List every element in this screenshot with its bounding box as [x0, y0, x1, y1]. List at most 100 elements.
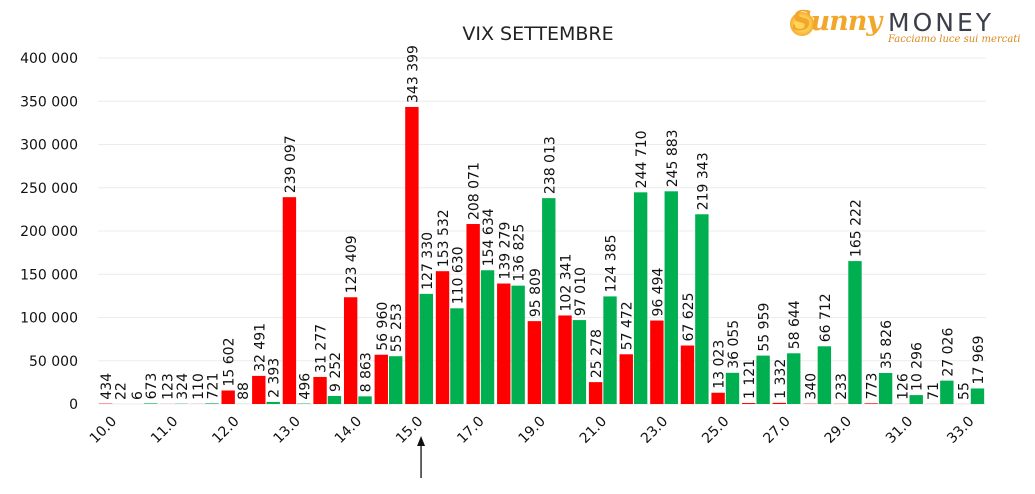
data-label: 434 — [99, 373, 115, 400]
data-label: 208 071 — [467, 162, 483, 220]
data-label: 245 883 — [665, 129, 681, 187]
data-label: 58 644 — [787, 300, 803, 349]
put-bar — [558, 315, 572, 404]
data-label: 153 532 — [436, 209, 452, 267]
put-bar — [221, 390, 235, 404]
call-bar — [419, 293, 433, 404]
logo-brand-script: Sunny — [792, 6, 882, 37]
x-tick-label: 14.0 — [332, 414, 365, 447]
data-label: 2 393 — [267, 358, 283, 398]
y-tick-label: 200 000 — [20, 224, 78, 240]
data-label: 95 809 — [528, 268, 544, 317]
chart-title: VIX SETTEMBRE — [462, 23, 613, 45]
data-label: 32 491 — [252, 323, 268, 372]
x-tick-label: 21.0 — [577, 414, 610, 447]
x-tick-label: 31.0 — [883, 414, 916, 447]
data-label: 721 — [205, 373, 221, 400]
data-label: 123 — [160, 373, 176, 400]
call-bar — [664, 191, 678, 404]
put-bar — [313, 376, 327, 404]
data-label: 154 634 — [481, 208, 497, 266]
call-bar — [358, 396, 372, 404]
y-tick-label: 50 000 — [29, 354, 78, 370]
put-bar — [405, 106, 419, 404]
data-label: 773 — [865, 373, 881, 400]
data-label: 71 — [926, 382, 942, 400]
y-tick-label: 300 000 — [20, 138, 78, 154]
data-label: 10 296 — [910, 342, 926, 391]
x-tick-label: 17.0 — [454, 414, 487, 447]
call-bar — [144, 403, 158, 404]
data-label: 123 409 — [344, 235, 360, 293]
current-level-arrow — [417, 436, 426, 478]
put-bar — [282, 197, 297, 404]
call-bar — [817, 346, 832, 404]
put-bar — [742, 403, 756, 404]
put-bar — [374, 354, 388, 404]
data-label: 124 385 — [604, 235, 620, 293]
call-bar — [787, 353, 801, 404]
data-label: 127 330 — [420, 232, 436, 290]
data-label: 324 — [175, 373, 191, 400]
data-label: 55 959 — [757, 303, 773, 352]
bars — [99, 106, 985, 404]
data-label: 67 625 — [681, 293, 697, 342]
data-label: 1 332 — [773, 359, 789, 399]
data-label: 35 826 — [879, 320, 895, 369]
put-bar — [466, 224, 480, 404]
call-bar — [878, 373, 893, 404]
data-label: 139 279 — [497, 222, 513, 280]
call-bar — [756, 355, 770, 404]
data-label: 165 222 — [848, 199, 864, 257]
y-tick-label: 0 — [69, 397, 78, 413]
x-tick-label: 33.0 — [944, 414, 977, 447]
data-label: 219 343 — [695, 152, 711, 210]
put-bar — [711, 392, 725, 404]
call-bar — [725, 372, 740, 404]
y-tick-label: 250 000 — [20, 181, 78, 197]
x-tick-label: 12.0 — [209, 414, 242, 447]
data-label: 102 341 — [559, 254, 575, 312]
data-label: 13 023 — [712, 340, 728, 389]
data-label: 9 252 — [328, 352, 344, 392]
logo-brand-word: MONEY — [888, 8, 995, 37]
x-axis-ticks: 10.0 11.0 12.0 13.0 14.0 15.0 17.0 19.0 21.0 23.0… — [87, 414, 978, 447]
call-bar — [940, 380, 954, 404]
call-bar — [327, 395, 342, 404]
put-bar — [772, 402, 787, 404]
call-bar — [450, 308, 464, 404]
put-bar — [650, 320, 664, 404]
put-bar — [864, 403, 878, 404]
data-label: 136 825 — [512, 224, 528, 282]
sunny-money-logo: Sunny MONEY Facciamo luce sui mercati — [790, 6, 1022, 48]
data-label: 15 602 — [222, 338, 238, 387]
call-bar — [266, 401, 280, 404]
data-label: 96 494 — [650, 267, 666, 316]
data-label: 17 969 — [971, 335, 987, 384]
data-label: 244 710 — [634, 130, 650, 188]
x-tick-label: 25.0 — [699, 414, 732, 447]
call-bar — [205, 403, 219, 404]
data-label: 1 121 — [742, 359, 758, 399]
data-label: 233 — [834, 373, 850, 400]
data-label: 57 472 — [620, 301, 636, 350]
call-bar — [603, 296, 617, 404]
call-bar — [572, 320, 587, 404]
data-label: 126 — [895, 373, 911, 400]
put-bar — [252, 375, 266, 404]
call-bar — [695, 214, 709, 404]
gridlines — [98, 57, 986, 405]
data-label: 55 — [957, 382, 973, 400]
data-label: 239 097 — [283, 135, 299, 193]
y-tick-label: 400 000 — [20, 51, 78, 67]
data-label: 8 863 — [359, 352, 375, 392]
x-tick-label: 29.0 — [822, 414, 855, 447]
x-tick-label: 11.0 — [148, 414, 181, 447]
data-label: 88 — [236, 382, 252, 400]
put-bar — [435, 271, 450, 404]
data-label: 496 — [297, 373, 313, 400]
call-bar — [848, 261, 862, 404]
y-tick-label: 150 000 — [20, 267, 78, 283]
